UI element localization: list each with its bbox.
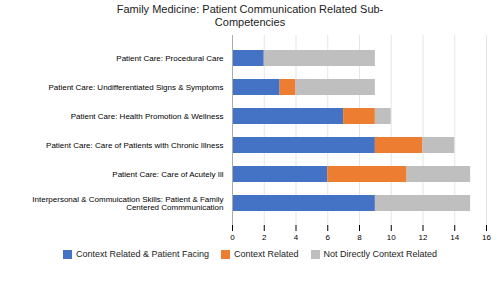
svg-text:4: 4: [294, 233, 299, 242]
svg-text:Patient Care: Undifferentiated: Patient Care: Undifferentiated Signs & S…: [48, 83, 223, 92]
svg-text:2: 2: [262, 233, 267, 242]
svg-text:0: 0: [230, 233, 235, 242]
svg-text:16: 16: [482, 233, 491, 242]
svg-text:14: 14: [450, 233, 459, 242]
html-text:Not Directly Context Related: Not Directly Context Related: [323, 249, 438, 259]
svg-text:Patient Care: Procedural Care: Patient Care: Procedural Care: [116, 54, 224, 63]
svg-text:Patient Care: Health Promotion: Patient Care: Health Promotion & Wellnes…: [71, 112, 224, 121]
svg-text:12: 12: [419, 233, 428, 242]
html-text:Context Related & Patient Faci: Context Related & Patient Facing: [75, 249, 209, 259]
svg-text:Interpersonal & Commuication S: Interpersonal & Commuication Skills: Pat…: [32, 195, 223, 212]
html-text:Context Related: Context Related: [234, 249, 299, 259]
svg-text:8: 8: [357, 233, 362, 242]
svg-text:Patient Care: Care of Patients: Patient Care: Care of Patients with Chro…: [46, 141, 223, 150]
svg-text:6: 6: [326, 233, 331, 242]
html-text:Family Medicine: Patient Commu: Family Medicine: Patient Communication R…: [116, 3, 384, 28]
svg-text:10: 10: [387, 233, 396, 242]
svg-text:Patient Care: Care of Acutely: Patient Care: Care of Acutely Ill: [112, 170, 223, 179]
